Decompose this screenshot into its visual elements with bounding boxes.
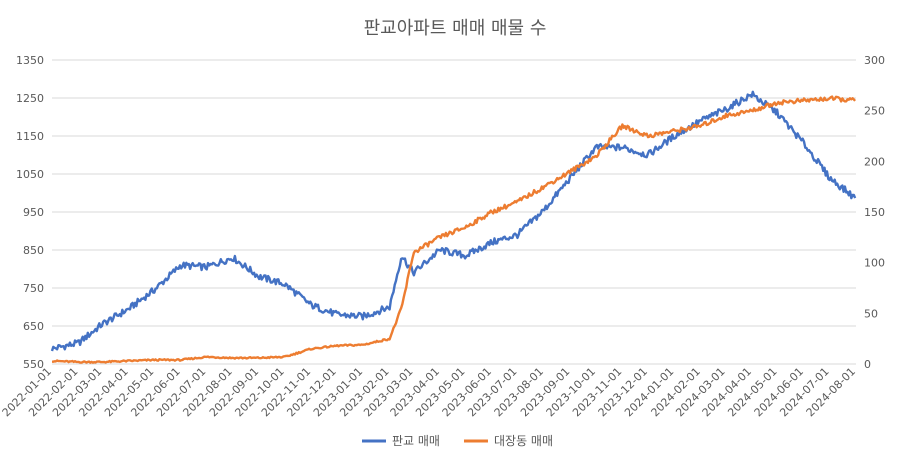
left-y-tick-label: 1050 — [16, 168, 44, 181]
right-y-tick-label: 100 — [864, 257, 885, 270]
grid-lines — [52, 59, 856, 365]
left-y-tick-label: 1250 — [16, 92, 44, 105]
right-y-tick-label: 50 — [864, 307, 878, 320]
x-axis: 2022-01-012022-02-012022-03-012022-04-01… — [0, 365, 858, 419]
left-y-tick-label: 550 — [23, 358, 44, 371]
right-y-tick-label: 0 — [864, 358, 871, 371]
right-y-axis: 0 50 100 150 200 250 300 — [864, 54, 885, 371]
left-y-tick-label: 950 — [23, 206, 44, 219]
left-y-tick-label: 750 — [23, 282, 44, 295]
series-line-1 — [50, 90, 857, 352]
legend-item-2: 대장동 매매 — [463, 434, 553, 448]
chart-title: 판교아파트 매매 매물 수 — [364, 18, 547, 39]
series-lines — [50, 90, 857, 364]
legend-label: 대장동 매매 — [494, 434, 553, 448]
left-y-axis: 550 650 750 850 950 1050 1150 1250 1350 — [16, 54, 44, 371]
right-y-tick-label: 150 — [864, 206, 885, 219]
left-y-tick-label: 1150 — [16, 130, 44, 143]
right-y-tick-label: 200 — [864, 155, 885, 168]
left-y-tick-label: 850 — [23, 244, 44, 257]
left-y-tick-label: 1350 — [16, 54, 44, 67]
right-y-tick-label: 250 — [864, 105, 885, 118]
legend-item-1: 판교 매매 — [362, 434, 440, 448]
legend-label: 판교 매매 — [392, 434, 440, 448]
legend: 판교 매매 대장동 매매 — [362, 434, 553, 448]
right-y-tick-label: 300 — [864, 54, 885, 67]
left-y-tick-label: 650 — [23, 320, 44, 333]
series-line-2 — [52, 95, 857, 364]
